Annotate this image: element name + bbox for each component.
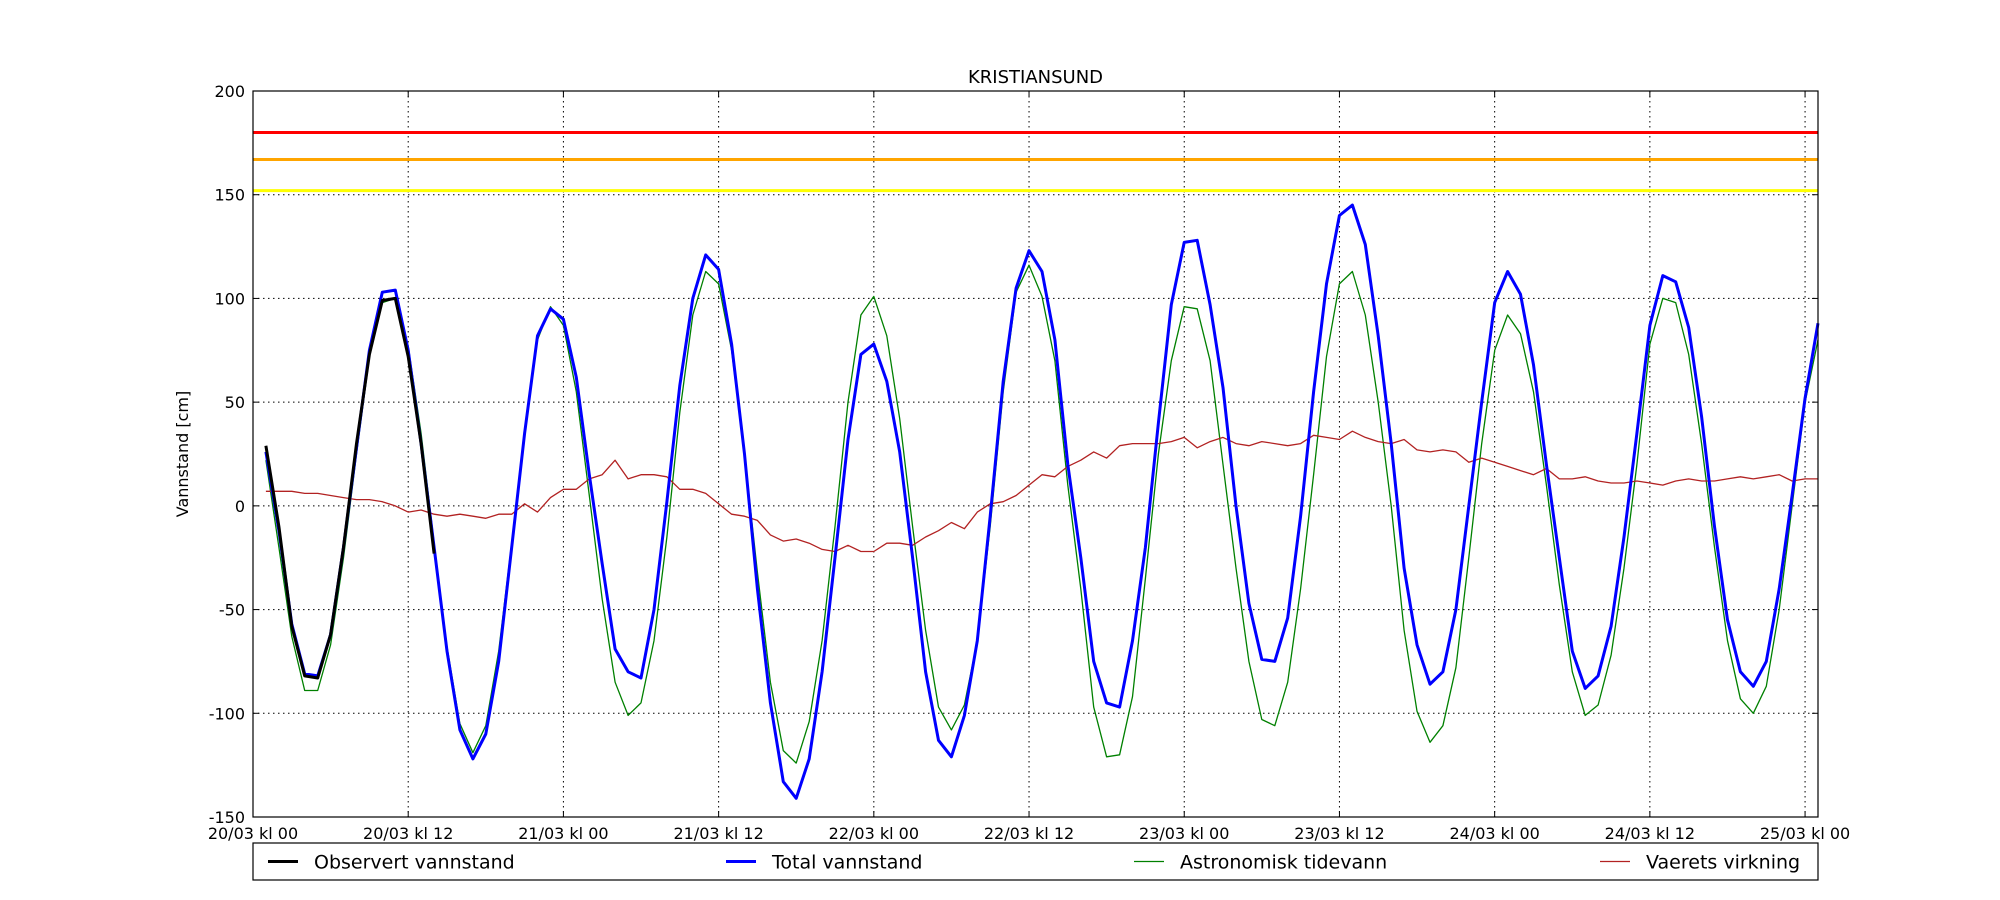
x-tick-label: 23/03 kl 12 bbox=[1294, 824, 1384, 843]
x-tick-label: 23/03 kl 00 bbox=[1139, 824, 1229, 843]
y-tick-label: 150 bbox=[214, 186, 245, 205]
axis-ticks: -150 -100 -50 0 50 100 150 200 20/03 kl 00 20/03 … bbox=[208, 82, 1850, 843]
threshold-lines bbox=[253, 130, 1818, 193]
x-tick-label: 20/03 kl 00 bbox=[208, 824, 298, 843]
chart-title: KRISTIANSUND bbox=[968, 67, 1103, 88]
y-tick-label: 100 bbox=[214, 289, 245, 308]
y-axis-label: Vannstand [cm] bbox=[173, 391, 192, 517]
x-tick-label: 21/03 kl 12 bbox=[673, 824, 763, 843]
legend-label: Total vannstand bbox=[771, 852, 922, 874]
series-line-1 bbox=[264, 203, 1820, 800]
x-tick-label: 24/03 kl 12 bbox=[1605, 824, 1695, 843]
y-tick-label: -100 bbox=[209, 704, 245, 723]
plot-frame bbox=[252, 90, 1819, 818]
x-tick-label: 21/03 kl 00 bbox=[518, 824, 608, 843]
y-tick-label: 200 bbox=[214, 82, 245, 101]
legend-box bbox=[252, 842, 1819, 881]
series-lines bbox=[264, 203, 1820, 800]
x-tick-label: 25/03 kl 00 bbox=[1760, 824, 1850, 843]
x-tick-label: 22/03 kl 00 bbox=[829, 824, 919, 843]
y-tick-label: -150 bbox=[209, 808, 245, 827]
legend-label: Astronomisk tidevann bbox=[1180, 852, 1387, 874]
legend-label: Vaerets virkning bbox=[1646, 852, 1800, 874]
series-line-3 bbox=[265, 430, 1818, 553]
x-tick-label: 20/03 kl 12 bbox=[363, 824, 453, 843]
y-tick-label: 50 bbox=[225, 393, 245, 412]
legend: Observert vannstand Total vannstand Astron… bbox=[252, 842, 1819, 881]
series-line-0 bbox=[264, 296, 436, 680]
legend-label: Observert vannstand bbox=[314, 852, 515, 874]
x-tick-label: 22/03 kl 12 bbox=[984, 824, 1074, 843]
y-tick-label: 0 bbox=[235, 497, 245, 516]
y-tick-label: -50 bbox=[219, 601, 245, 620]
x-tick-label: 24/03 kl 00 bbox=[1449, 824, 1539, 843]
